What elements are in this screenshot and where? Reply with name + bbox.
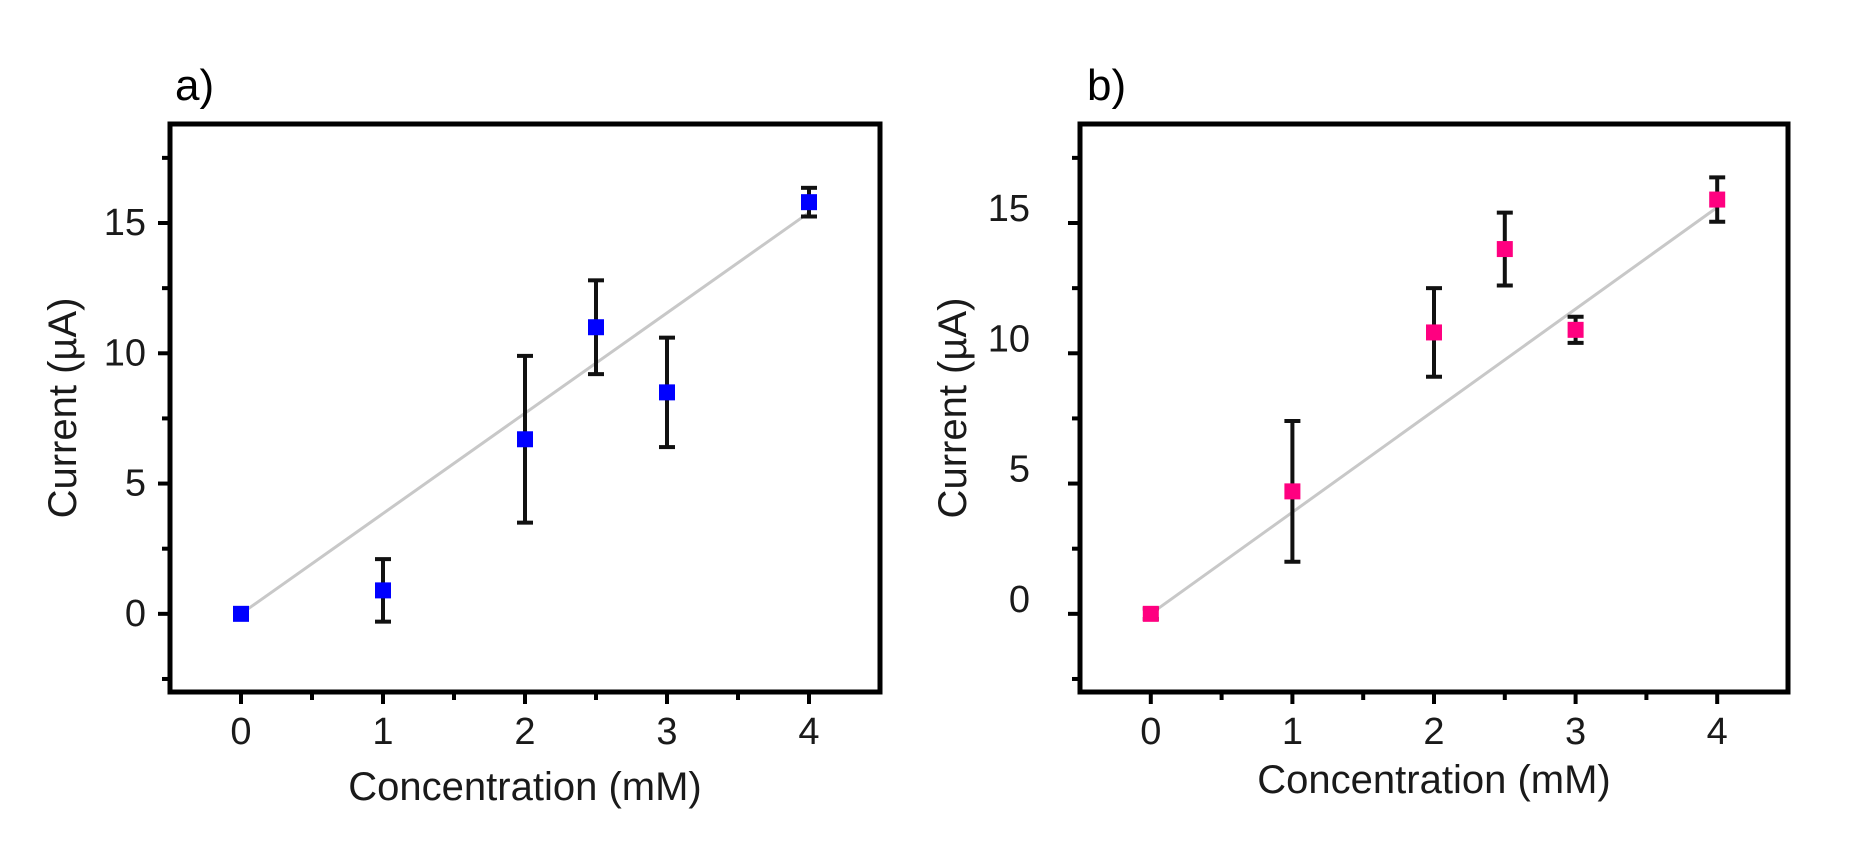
panel-b: b) Concentration (mM) Current (µA) 0 1 2 3 4… bbox=[931, 61, 1791, 802]
x-tick-label: 2 bbox=[1423, 711, 1444, 753]
x-tick-label: 1 bbox=[372, 711, 393, 753]
fit-line bbox=[1149, 206, 1719, 616]
plot-frame bbox=[1077, 121, 1791, 695]
x-tick-label: 3 bbox=[1565, 711, 1586, 753]
data-point bbox=[1284, 483, 1301, 500]
data-point bbox=[233, 605, 249, 622]
data-point bbox=[659, 384, 675, 401]
data-point bbox=[1496, 241, 1513, 258]
x-tick-label: 0 bbox=[230, 711, 251, 753]
x-tick-label: 3 bbox=[656, 711, 677, 753]
panel-label: b) bbox=[1087, 61, 1126, 110]
y-tick-label: 15 bbox=[988, 188, 1030, 230]
x-tick-label: 2 bbox=[514, 711, 535, 753]
data-point bbox=[588, 319, 604, 336]
y-tick-label: 5 bbox=[125, 463, 146, 505]
y-axis-title: Current (µA) bbox=[41, 298, 85, 519]
y-tick-label: 10 bbox=[104, 332, 146, 374]
data-point bbox=[375, 582, 391, 599]
data-point bbox=[1426, 324, 1442, 341]
data-point bbox=[517, 431, 533, 448]
y-tick-label: 0 bbox=[1009, 579, 1030, 621]
x-tick-label: 0 bbox=[1140, 711, 1161, 753]
panel-a: a) Concentration (mM) Current (µA) 0 1 2 3 4… bbox=[41, 61, 883, 809]
y-tick-label: 5 bbox=[1009, 449, 1030, 491]
data-point bbox=[801, 194, 817, 211]
data-point bbox=[1142, 605, 1159, 622]
y-axis-title: Current (µA) bbox=[931, 298, 975, 519]
panel-label: a) bbox=[175, 61, 214, 110]
data-point bbox=[1709, 191, 1726, 208]
y-tick-label: 15 bbox=[104, 202, 146, 244]
y-tick-label: 10 bbox=[988, 318, 1030, 360]
x-axis-title: Concentration (mM) bbox=[348, 765, 701, 809]
x-tick-label: 4 bbox=[1707, 711, 1728, 753]
data-point bbox=[1567, 321, 1584, 338]
x-tick-label: 1 bbox=[1282, 711, 1303, 753]
y-tick-label: 0 bbox=[125, 593, 146, 635]
x-axis-title: Concentration (mM) bbox=[1257, 758, 1610, 802]
x-tick-label: 4 bbox=[798, 711, 819, 753]
